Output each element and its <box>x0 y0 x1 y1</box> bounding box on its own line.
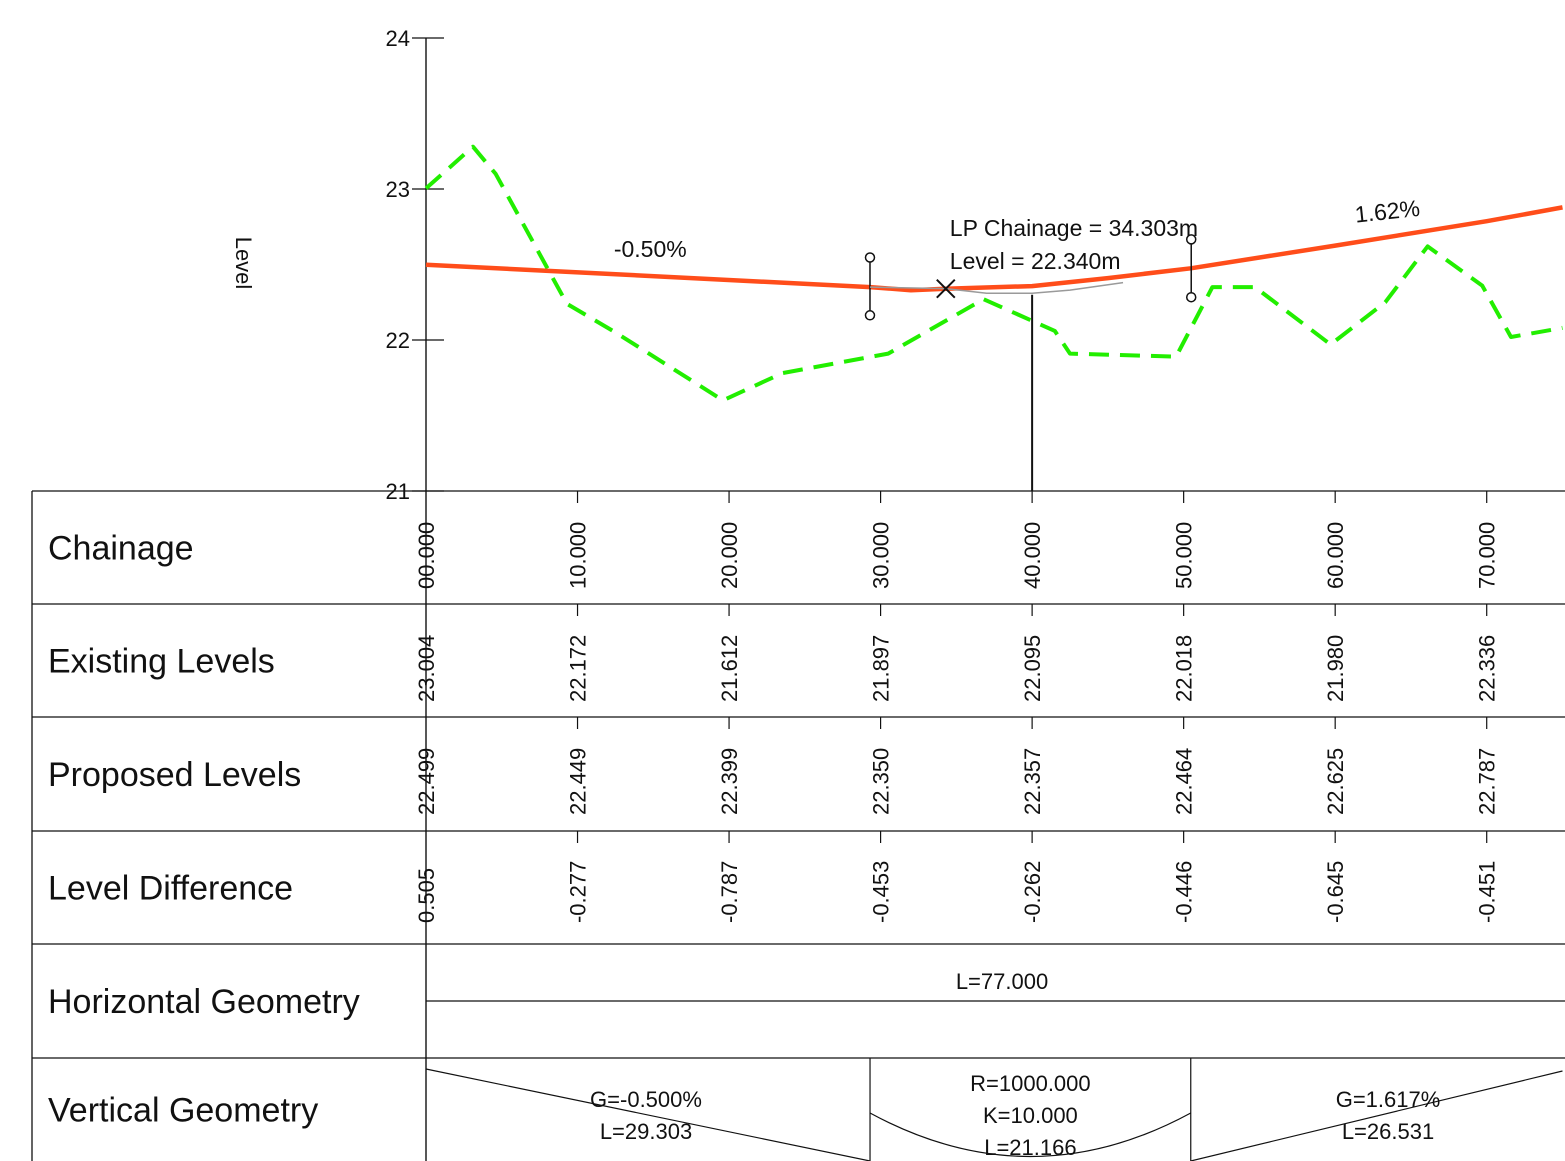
vertical-geometry-label: L=29.303 <box>600 1119 692 1144</box>
low-point-marker <box>936 278 956 299</box>
y-axis-label: Level <box>231 237 256 290</box>
grade-label: 1.62% <box>1354 195 1422 228</box>
level-difference-cell: -0.446 <box>1172 861 1197 923</box>
level-difference-cell: -0.453 <box>869 861 894 923</box>
proposed-level-cell: 22.625 <box>1323 748 1348 815</box>
low-point-label: LP Chainage = 34.303m <box>950 215 1198 241</box>
series-layer <box>424 144 1563 403</box>
chainage-cell: 40.000 <box>1020 522 1045 589</box>
low-point-label: Level = 22.340m <box>950 248 1121 274</box>
proposed-level-cell: 22.787 <box>1475 748 1500 815</box>
existing-level-cell: 22.172 <box>566 635 591 702</box>
ip-marker-top <box>864 252 876 263</box>
row-label-level-difference: Level Difference <box>48 870 293 908</box>
grade-symbol <box>1190 1070 1563 1161</box>
ip-marker-bottom <box>1185 291 1197 303</box>
vertical-geometry-label: R=1000.000 <box>970 1071 1091 1096</box>
proposed-level-line <box>425 205 1563 293</box>
proposed-level-cell: 22.357 <box>1020 748 1045 815</box>
y-tick-label: 21 <box>386 479 410 504</box>
existing-level-cell: 21.612 <box>717 635 742 702</box>
y-tick-label: 24 <box>386 26 410 51</box>
y-tick-label: 23 <box>386 177 410 202</box>
curve-construction-line <box>869 281 1124 294</box>
y-tick-label: 22 <box>386 328 410 353</box>
vertical-geometry-label: K=10.000 <box>983 1103 1078 1128</box>
grade-label: -0.50% <box>614 236 687 262</box>
level-difference-cell: -0.277 <box>566 861 591 923</box>
proposed-level-cell: 22.464 <box>1172 748 1197 815</box>
proposed-level-cell: 22.350 <box>869 748 894 815</box>
chainage-cell: 10.000 <box>566 522 591 589</box>
vertical-geometry-label: G=-0.500% <box>590 1087 702 1112</box>
row-label-horizontal-geometry: Horizontal Geometry <box>48 983 360 1021</box>
row-label-proposed-levels: Proposed Levels <box>48 756 301 794</box>
chainage-cell: 30.000 <box>869 522 894 589</box>
existing-level-cell: 21.980 <box>1323 635 1348 702</box>
data-table: Chainage Existing Levels Proposed Levels Le… <box>31 490 1565 1161</box>
ip-marker-top <box>1185 234 1197 245</box>
existing-ground-line <box>424 144 1563 403</box>
chainage-cell: 60.000 <box>1323 522 1348 589</box>
row-label-chainage: Chainage <box>48 530 194 568</box>
existing-level-cell: 22.018 <box>1172 635 1197 702</box>
curve-symbol <box>869 1112 1192 1157</box>
chainage-cell: 20.000 <box>717 522 742 589</box>
vertical-geometry-label: L=26.531 <box>1342 1119 1434 1144</box>
existing-level-cell: 22.336 <box>1475 635 1500 702</box>
horizontal-geometry-label: L=77.000 <box>956 969 1048 994</box>
level-difference-cell: -0.645 <box>1323 861 1348 923</box>
proposed-level-cell: 22.399 <box>717 748 742 815</box>
existing-level-cell: 22.095 <box>1020 635 1045 702</box>
ip-marker-bottom <box>864 310 876 321</box>
proposed-level-cell: 22.449 <box>566 748 591 815</box>
annotation-layer: -0.50% 1.62% LP Chainage = 34.303m Level = … <box>614 195 1421 491</box>
row-label-vertical-geometry: Vertical Geometry <box>48 1092 318 1130</box>
existing-level-cell: 21.897 <box>869 635 894 702</box>
vertical-geometry-label: G=1.617% <box>1336 1087 1441 1112</box>
level-axis: 21 22 23 24 <box>386 26 444 1161</box>
level-difference-cell: -0.451 <box>1475 861 1500 923</box>
row-label-existing-levels: Existing Levels <box>48 643 275 681</box>
vertical-geometry-label: L=21.166 <box>984 1135 1076 1160</box>
level-difference-cell: -0.787 <box>717 861 742 923</box>
level-difference-cell: -0.262 <box>1020 861 1045 923</box>
chainage-cell: 50.000 <box>1172 522 1197 589</box>
chainage-cell: 70.000 <box>1475 522 1500 589</box>
grade-symbol <box>425 1068 871 1161</box>
